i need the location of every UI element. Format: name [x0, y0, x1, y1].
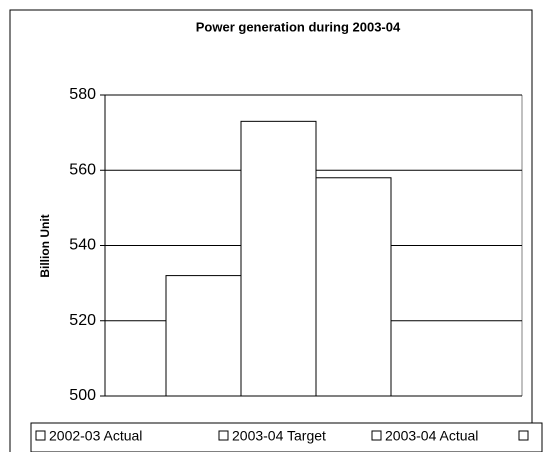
chart-frame [9, 9, 533, 452]
legend-box [30, 422, 543, 452]
y-axis-label: Billion Unit [38, 214, 52, 277]
y-tick-label: 540 [69, 237, 96, 254]
legend-swatch [35, 430, 46, 441]
legend-swatch [518, 430, 529, 441]
bar [165, 275, 242, 397]
y-tick-label: 500 [69, 387, 96, 404]
y-tick-label: 520 [69, 312, 96, 329]
legend-swatch [371, 430, 382, 441]
legend-label: 2002-03 Actual [49, 428, 142, 444]
bar [315, 177, 392, 397]
chart-title: Power generation during 2003-04 [196, 19, 401, 34]
legend-swatch [218, 430, 229, 441]
bar [240, 120, 317, 397]
y-tick-label: 580 [69, 86, 96, 103]
legend-label: 2003-04 Target [232, 428, 326, 444]
y-tick-label: 560 [69, 161, 96, 178]
legend-label: 2003-04 Actual [385, 428, 478, 444]
